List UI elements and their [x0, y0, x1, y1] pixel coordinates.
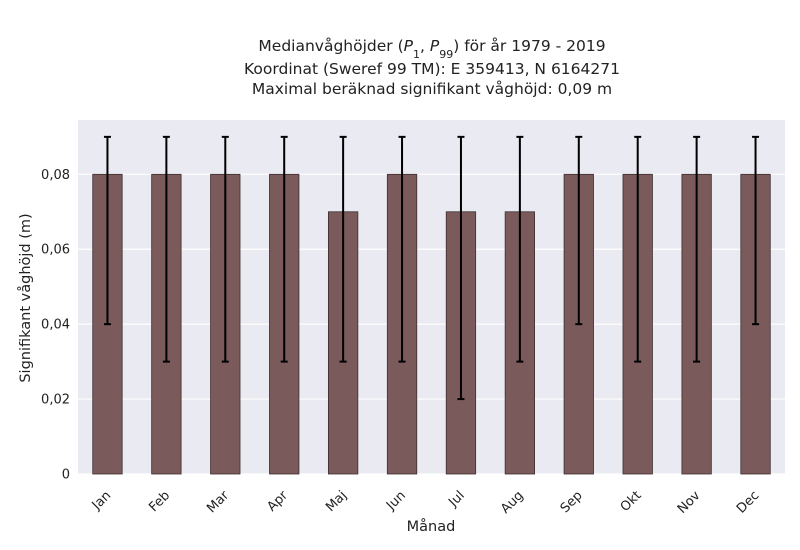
gridlines [78, 173, 785, 475]
y-axis-label: Signifikant våghöjd (m) [17, 213, 34, 382]
title-text-part: ) för år 1979 - 2019 [453, 37, 605, 55]
x-axis-ticks: Jan Feb Mar Apr Maj Jun Jul Aug Sep Okt Nov Dec [89, 488, 763, 517]
title-subscript: 1 [413, 48, 420, 61]
error-bar-jul [457, 135, 465, 401]
y-axis-ticks: 0 0,02 0,04 0,06 0,08 [41, 168, 70, 483]
x-tick-label: Jul [445, 488, 467, 510]
error-bar-okt [634, 135, 642, 363]
y-tick-label: 0,04 [41, 318, 70, 333]
title-line-2: Koordinat (Sweref 99 TM): E 359413, N 61… [244, 60, 620, 78]
y-tick-label: 0,06 [41, 243, 70, 258]
title-line-1: Medianvåghöjder (P1, P99) för år 1979 - … [258, 37, 605, 61]
x-tick-label: Sep [558, 488, 586, 516]
x-tick-label: Dec [734, 488, 762, 516]
error-bar-sep [575, 135, 583, 326]
title-symbol: P [430, 37, 440, 55]
plot-background [78, 120, 785, 474]
error-bar-apr [280, 135, 288, 363]
title-text-part: , [420, 37, 430, 55]
x-tick-label: Apr [265, 488, 292, 515]
title-symbol: P [404, 37, 414, 55]
error-bar-aug [516, 135, 524, 363]
error-bar-dec [752, 135, 760, 326]
x-tick-label: Nov [675, 488, 704, 517]
x-tick-label: Jan [89, 488, 114, 513]
error-bar-nov [693, 135, 701, 363]
x-tick-label: Aug [498, 488, 527, 517]
error-bars [103, 135, 760, 401]
title-line-3: Maximal beräknad signifikant våghöjd: 0,… [252, 80, 612, 98]
x-tick-label: Jun [383, 488, 409, 514]
error-bar-jun [398, 135, 406, 363]
error-bar-jan [103, 135, 111, 326]
x-tick-label: Mar [204, 488, 232, 516]
x-tick-label: Okt [618, 488, 645, 515]
y-tick-label: 0,02 [41, 393, 70, 408]
error-bar-maj [339, 135, 347, 363]
title-subscript: 99 [439, 48, 453, 61]
chart-title: Medianvåghöjder (P1, P99) för år 1979 - … [244, 37, 620, 98]
x-tick-label: Feb [146, 488, 173, 515]
error-bar-mar [221, 135, 229, 363]
y-tick-label: 0 [62, 468, 70, 483]
title-text-part: Medianvåghöjder ( [258, 37, 403, 55]
x-tick-label: Maj [323, 488, 350, 515]
error-bar-feb [162, 135, 170, 363]
x-axis-label: Månad [407, 518, 456, 535]
y-tick-label: 0,08 [41, 168, 70, 183]
